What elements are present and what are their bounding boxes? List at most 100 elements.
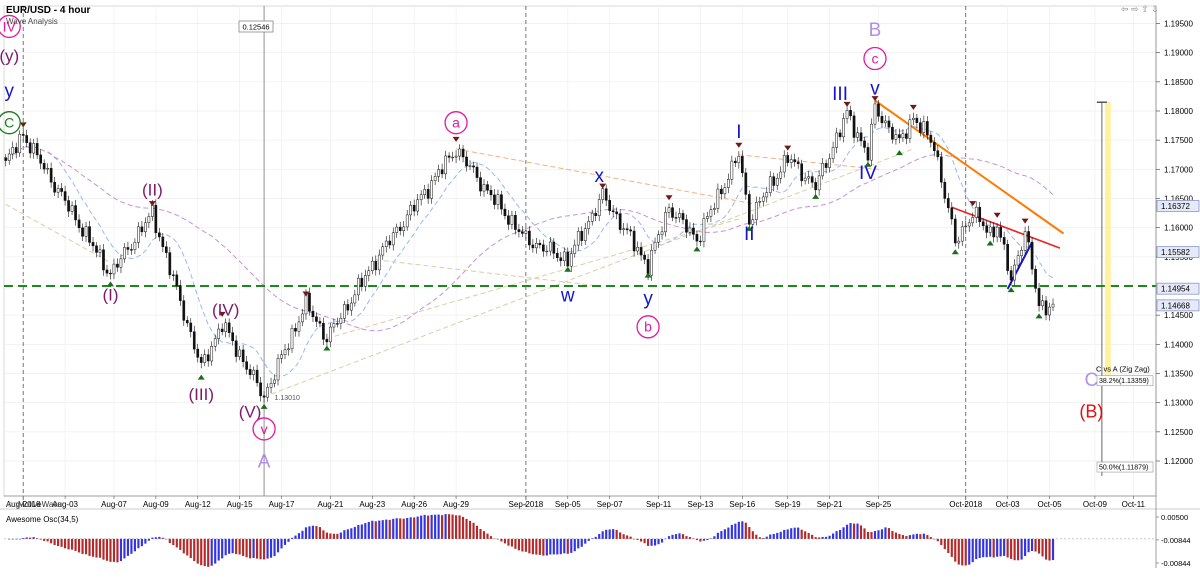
- time-axis[interactable]: Aug-2018 Aug-03 Aug-07 Aug-09 Aug-12 Aug-15 Au…: [4, 495, 1156, 509]
- oscillator-bar: [280, 538, 283, 549]
- candle-body: [562, 251, 566, 262]
- candle-body: [151, 204, 154, 217]
- oscillator-bar: [231, 538, 234, 554]
- oscillator-bar: [825, 536, 828, 539]
- oscillator-bar: [744, 522, 747, 539]
- candle-body: [11, 147, 15, 155]
- candle-body: [287, 348, 290, 351]
- oscillator-bar: [975, 538, 978, 560]
- candle-body: [503, 208, 507, 216]
- low-price-label: 1.13010: [275, 395, 300, 402]
- candle-body: [412, 204, 416, 212]
- oscillator-bar: [758, 537, 761, 539]
- oscillator-bar: [22, 537, 25, 539]
- candle-body: [926, 121, 929, 136]
- oscillator-bar: [287, 538, 290, 542]
- oscillator-bar: [119, 538, 123, 562]
- candle-body: [678, 213, 681, 218]
- candle-body: [950, 207, 954, 220]
- wave-label: (II): [142, 181, 163, 200]
- candle-body: [109, 272, 112, 275]
- candle-body: [1002, 237, 1006, 245]
- pivot-high-marker: [909, 104, 917, 110]
- fib-500-box: [1096, 461, 1154, 473]
- wave-label-circle: [636, 315, 660, 339]
- candle-body: [713, 208, 716, 210]
- price-tick-label: 1.13000: [1164, 399, 1193, 408]
- lock-icon[interactable]: ⊂⊃: [6, 500, 19, 509]
- oscillator-bar: [838, 529, 842, 539]
- oscillator-bar: [730, 524, 733, 539]
- oscillator-bar: [762, 537, 765, 539]
- oscillator-bar: [957, 538, 960, 565]
- wave-label: a: [452, 115, 460, 131]
- candle-body: [768, 176, 772, 193]
- oscillator-bar: [465, 518, 468, 539]
- candle-body: [1051, 303, 1055, 308]
- candle-body: [559, 257, 563, 262]
- oscillator-bar: [172, 538, 175, 546]
- candle-body: [88, 226, 91, 243]
- oscillator-bar: [926, 535, 929, 539]
- oscillator-bar: [919, 534, 922, 539]
- time-tick-label: Sep-21: [817, 500, 843, 509]
- candle-body: [510, 215, 514, 225]
- oscillator-bar: [845, 524, 849, 539]
- oscillator-bar: [29, 537, 32, 539]
- oscillator-bar: [273, 538, 276, 557]
- candle-body: [573, 244, 577, 254]
- candle-body: [227, 322, 231, 333]
- candle-body: [999, 226, 1002, 238]
- price-axis[interactable]: 1.19500 1.19000 1.18500 1.18000 1.17500 1.170…: [1155, 6, 1200, 568]
- candle-body: [144, 222, 147, 233]
- nav-arrows-icon[interactable]: ⇦ ⇨ ⇧ ⇩: [1121, 4, 1159, 14]
- oscillator-bar: [475, 525, 479, 539]
- candle-body: [528, 230, 531, 246]
- oscillator-bar: [608, 529, 611, 539]
- candle-body: [765, 192, 769, 198]
- oscillator-bar: [524, 538, 527, 552]
- oscillator-bar: [409, 517, 412, 539]
- candle-body: [817, 175, 821, 191]
- oscillator-bar: [378, 520, 381, 539]
- price-label: 1.14668: [1161, 301, 1190, 310]
- oscillator-bar: [615, 529, 618, 539]
- pivot-low-marker: [745, 225, 753, 231]
- candle-body: [161, 236, 165, 248]
- oscillator-bar: [636, 538, 639, 540]
- oscillator-bar: [877, 530, 880, 539]
- channel-line: [5, 203, 111, 264]
- candle-body: [63, 191, 67, 201]
- candle-body: [241, 349, 245, 362]
- candle-body: [1037, 288, 1041, 307]
- candle-body: [936, 150, 940, 158]
- oscillator-bar: [783, 529, 786, 539]
- oscillator-bar: [716, 532, 719, 539]
- oscillator-bar: [388, 519, 391, 539]
- candle-body: [402, 226, 406, 231]
- candle-body: [922, 121, 926, 133]
- candle-body: [667, 207, 671, 213]
- wave-label: (V): [239, 402, 262, 421]
- oscillator-bar: [224, 538, 227, 556]
- candle-body: [311, 310, 315, 318]
- oscillator-bar: [566, 538, 569, 554]
- candle-body: [723, 187, 727, 195]
- oscillator-bar: [304, 527, 308, 539]
- oscillator-bar: [943, 538, 946, 550]
- candle-body: [699, 240, 702, 243]
- oscillator-bar: [982, 538, 985, 558]
- fib-382-box: [1096, 375, 1154, 387]
- candle-body: [548, 241, 552, 252]
- price-label: 1.16372: [1161, 202, 1190, 211]
- oscillator-bar: [402, 518, 405, 539]
- candle-body: [507, 215, 510, 225]
- oscillator-bar: [996, 538, 999, 557]
- oscillator-bar: [123, 538, 126, 559]
- candle-body: [912, 117, 915, 121]
- candle-body: [702, 218, 706, 242]
- candle-body: [154, 204, 158, 234]
- candle-body: [175, 274, 179, 286]
- candle-body: [18, 134, 22, 154]
